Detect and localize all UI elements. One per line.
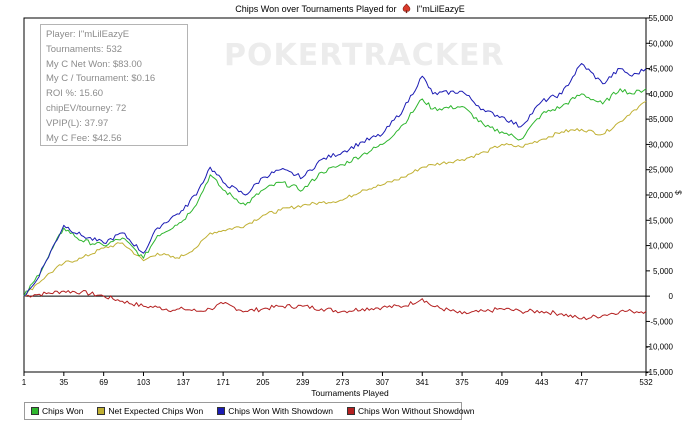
y-tick-label: 25,000 xyxy=(649,166,674,175)
chart-player-name: I"mLilEazyE xyxy=(416,3,465,14)
x-tick-label: 69 xyxy=(99,378,108,387)
stats-box: Player: I"mLilEazyE Tournaments: 532 My … xyxy=(40,24,188,146)
stat-per-tournament: My C / Tournament: $0.16 xyxy=(46,73,156,85)
y-tick-label: 20,000 xyxy=(649,191,674,200)
x-tick-label: 137 xyxy=(177,378,191,387)
y-tick-label: 45,000 xyxy=(649,65,674,74)
x-tick-label: 171 xyxy=(216,378,230,387)
stat-tournaments: Tournaments: 532 xyxy=(46,43,123,55)
poker-chip-icon xyxy=(402,3,411,14)
legend-swatch-with-showdown xyxy=(217,407,226,415)
stat-chipev: chipEV/tourney: 72 xyxy=(46,102,127,114)
stat-roi: ROI %: 15.60 xyxy=(46,88,104,100)
y-tick-label: -5,000 xyxy=(650,317,673,326)
y-tick-label: -15,000 xyxy=(646,368,674,377)
x-tick-label: 1 xyxy=(22,378,27,387)
legend-swatch-chips-won xyxy=(31,407,39,415)
x-tick-label: 35 xyxy=(59,378,68,387)
series-line-0 xyxy=(23,88,647,297)
x-tick-label: 239 xyxy=(296,378,310,387)
y-tick-label: 10,000 xyxy=(649,242,674,251)
series-line-3 xyxy=(23,290,647,321)
y-tick-label: -10,000 xyxy=(646,343,674,352)
legend-swatch-net-expected xyxy=(97,407,106,415)
chart-title: Chips Won over Tournaments Played for I"… xyxy=(0,3,700,14)
x-tick-label: 341 xyxy=(416,378,430,387)
x-tick-label: 409 xyxy=(495,378,509,387)
y-tick-label: 15,000 xyxy=(649,216,674,225)
y-tick-label: 0 xyxy=(669,292,674,301)
legend-label-net-expected: Net Expected Chips Won xyxy=(108,406,204,416)
legend-label-chips-won: Chips Won xyxy=(42,406,84,416)
pokertracker-watermark: POKERTRACKER xyxy=(224,38,505,73)
stat-fee: My C Fee: $42.56 xyxy=(46,132,122,144)
x-tick-label: 273 xyxy=(336,378,350,387)
x-tick-label: 477 xyxy=(575,378,589,387)
x-axis-title: Tournaments Played xyxy=(311,388,389,398)
stat-player: Player: I"mLilEazyE xyxy=(46,29,130,40)
x-tick-label: 443 xyxy=(535,378,549,387)
x-tick-label: 375 xyxy=(455,378,469,387)
x-tick-label: 307 xyxy=(376,378,390,387)
legend-label-with-showdown: Chips Won With Showdown xyxy=(228,406,333,416)
legend-item-with-showdown[interactable]: Chips Won With Showdown xyxy=(217,406,333,416)
y-tick-label: 5,000 xyxy=(653,267,674,276)
y-tick-label: 50,000 xyxy=(649,39,674,48)
stat-vpip: VPIP(L): 37.97 xyxy=(46,117,109,129)
x-tick-label: 205 xyxy=(256,378,270,387)
x-tick-label: 532 xyxy=(639,378,653,387)
legend-item-net-expected[interactable]: Net Expected Chips Won xyxy=(97,406,203,416)
legend-swatch-without-showdown xyxy=(346,407,355,415)
chart-title-text: Chips Won over Tournaments Played for xyxy=(235,3,397,14)
series-line-2 xyxy=(23,63,647,297)
stat-net-won: My C Net Won: $83.00 xyxy=(46,58,142,70)
y-tick-label: 55,000 xyxy=(649,14,674,23)
legend-item-chips-won[interactable]: Chips Won xyxy=(31,406,83,416)
y-tick-label: 40,000 xyxy=(649,90,674,99)
legend-label-without-showdown: Chips Won Without Showdown xyxy=(357,406,475,416)
y-axis-unit: $ xyxy=(673,190,683,195)
y-tick-label: 35,000 xyxy=(649,115,674,124)
x-tick-label: 103 xyxy=(137,378,151,387)
y-tick-label: 30,000 xyxy=(649,140,674,149)
legend: Chips Won Net Expected Chips Won Chips W… xyxy=(24,402,475,420)
legend-item-without-showdown[interactable]: Chips Won Without Showdown xyxy=(346,406,475,416)
series-line-1 xyxy=(23,100,647,297)
